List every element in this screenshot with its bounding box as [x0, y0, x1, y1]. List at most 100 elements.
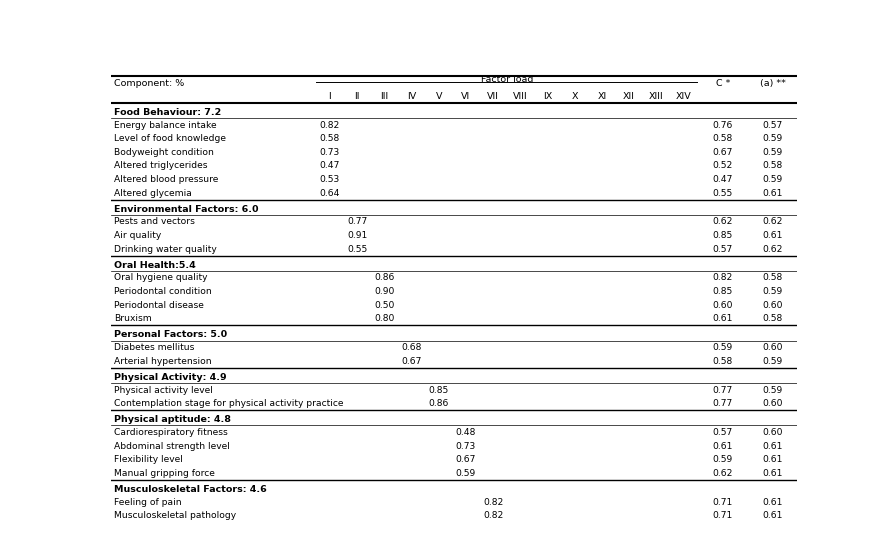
Text: Manual gripping force: Manual gripping force [114, 469, 215, 478]
Text: Physical activity level: Physical activity level [114, 385, 213, 395]
Text: Periodontal disease: Periodontal disease [114, 301, 204, 310]
Text: 0.59: 0.59 [762, 357, 782, 366]
Text: 0.61: 0.61 [762, 511, 782, 520]
Text: Altered triglycerides: Altered triglycerides [114, 161, 208, 171]
Text: XII: XII [623, 92, 635, 101]
Text: 0.55: 0.55 [347, 245, 367, 253]
Text: 0.71: 0.71 [712, 511, 733, 520]
Text: Energy balance intake: Energy balance intake [114, 120, 217, 130]
Text: 0.86: 0.86 [428, 399, 449, 408]
Text: 0.61: 0.61 [712, 442, 733, 450]
Text: Factor load: Factor load [481, 75, 533, 84]
Text: 0.60: 0.60 [762, 399, 782, 408]
Text: IX: IX [543, 92, 552, 101]
Text: VI: VI [461, 92, 471, 101]
Text: Environmental Factors: 6.0: Environmental Factors: 6.0 [114, 205, 258, 214]
Text: IV: IV [407, 92, 416, 101]
Text: 0.61: 0.61 [762, 455, 782, 464]
Text: Periodontal condition: Periodontal condition [114, 287, 212, 296]
Text: Physical Activity: 4.9: Physical Activity: 4.9 [114, 373, 227, 382]
Text: II: II [354, 92, 360, 101]
Text: 0.61: 0.61 [762, 231, 782, 240]
Text: Oral hygiene quality: Oral hygiene quality [114, 273, 208, 283]
Text: Feeling of pain: Feeling of pain [114, 497, 181, 507]
Text: 0.62: 0.62 [712, 217, 733, 226]
Text: (a) **: (a) ** [759, 78, 785, 88]
Text: 0.67: 0.67 [456, 455, 476, 464]
Text: 0.82: 0.82 [712, 273, 733, 283]
Text: 0.48: 0.48 [456, 428, 476, 437]
Text: 0.57: 0.57 [712, 245, 733, 253]
Text: Musculoskeletal pathology: Musculoskeletal pathology [114, 511, 236, 520]
Text: X: X [572, 92, 578, 101]
Text: Pests and vectors: Pests and vectors [114, 217, 195, 226]
Text: 0.59: 0.59 [456, 469, 476, 478]
Text: 0.86: 0.86 [374, 273, 395, 283]
Text: 0.77: 0.77 [347, 217, 367, 226]
Text: 0.82: 0.82 [483, 497, 504, 507]
Text: 0.90: 0.90 [374, 287, 395, 296]
Text: 0.85: 0.85 [712, 231, 733, 240]
Text: XIII: XIII [649, 92, 664, 101]
Text: 0.53: 0.53 [319, 175, 340, 184]
Text: 0.61: 0.61 [762, 497, 782, 507]
Text: 0.67: 0.67 [712, 148, 733, 157]
Text: I: I [328, 92, 331, 101]
Text: III: III [381, 92, 389, 101]
Text: 0.61: 0.61 [762, 189, 782, 198]
Text: 0.50: 0.50 [374, 301, 395, 310]
Text: 0.59: 0.59 [762, 148, 782, 157]
Text: Cardiorespiratory fitness: Cardiorespiratory fitness [114, 428, 227, 437]
Text: Abdominal strength level: Abdominal strength level [114, 442, 230, 450]
Text: Altered glycemia: Altered glycemia [114, 189, 192, 198]
Text: 0.60: 0.60 [762, 428, 782, 437]
Text: Contemplation stage for physical activity practice: Contemplation stage for physical activit… [114, 399, 343, 408]
Text: 0.52: 0.52 [712, 161, 733, 171]
Text: 0.59: 0.59 [762, 134, 782, 143]
Text: VIII: VIII [513, 92, 527, 101]
Text: 0.59: 0.59 [712, 343, 733, 352]
Text: 0.77: 0.77 [712, 399, 733, 408]
Text: 0.59: 0.59 [712, 455, 733, 464]
Text: 0.60: 0.60 [762, 343, 782, 352]
Text: 0.47: 0.47 [319, 161, 340, 171]
Text: 0.85: 0.85 [428, 385, 449, 395]
Text: 0.57: 0.57 [762, 120, 782, 130]
Text: 0.57: 0.57 [712, 428, 733, 437]
Text: 0.76: 0.76 [712, 120, 733, 130]
Text: Food Behaviour: 7.2: Food Behaviour: 7.2 [114, 108, 221, 117]
Text: XIV: XIV [675, 92, 691, 101]
Text: Physical aptitude: 4.8: Physical aptitude: 4.8 [114, 415, 231, 424]
Text: Flexibility level: Flexibility level [114, 455, 183, 464]
Text: 0.58: 0.58 [319, 134, 340, 143]
Text: 0.80: 0.80 [374, 314, 395, 323]
Text: 0.58: 0.58 [762, 161, 782, 171]
Text: 0.77: 0.77 [712, 385, 733, 395]
Text: 0.64: 0.64 [319, 189, 340, 198]
Text: 0.73: 0.73 [456, 442, 476, 450]
Text: Musculoskeletal Factors: 4.6: Musculoskeletal Factors: 4.6 [114, 485, 266, 494]
Text: 0.60: 0.60 [712, 301, 733, 310]
Text: 0.58: 0.58 [712, 134, 733, 143]
Text: Oral Health:5.4: Oral Health:5.4 [114, 261, 196, 270]
Text: Drinking water quality: Drinking water quality [114, 245, 217, 253]
Text: 0.59: 0.59 [762, 385, 782, 395]
Text: 0.62: 0.62 [712, 469, 733, 478]
Text: Altered blood pressure: Altered blood pressure [114, 175, 219, 184]
Text: 0.61: 0.61 [762, 469, 782, 478]
Text: Personal Factors: 5.0: Personal Factors: 5.0 [114, 330, 227, 339]
Text: VII: VII [487, 92, 499, 101]
Text: Level of food knowledge: Level of food knowledge [114, 134, 226, 143]
Text: Bodyweight condition: Bodyweight condition [114, 148, 214, 157]
Text: Component: %: Component: % [114, 78, 184, 88]
Text: 0.61: 0.61 [762, 442, 782, 450]
Text: 0.60: 0.60 [762, 301, 782, 310]
Text: 0.59: 0.59 [762, 175, 782, 184]
Text: 0.62: 0.62 [762, 217, 782, 226]
Text: C *: C * [716, 78, 730, 88]
Text: 0.73: 0.73 [319, 148, 340, 157]
Text: 0.58: 0.58 [712, 357, 733, 366]
Text: 0.68: 0.68 [402, 343, 422, 352]
Text: V: V [435, 92, 442, 101]
Text: 0.47: 0.47 [712, 175, 733, 184]
